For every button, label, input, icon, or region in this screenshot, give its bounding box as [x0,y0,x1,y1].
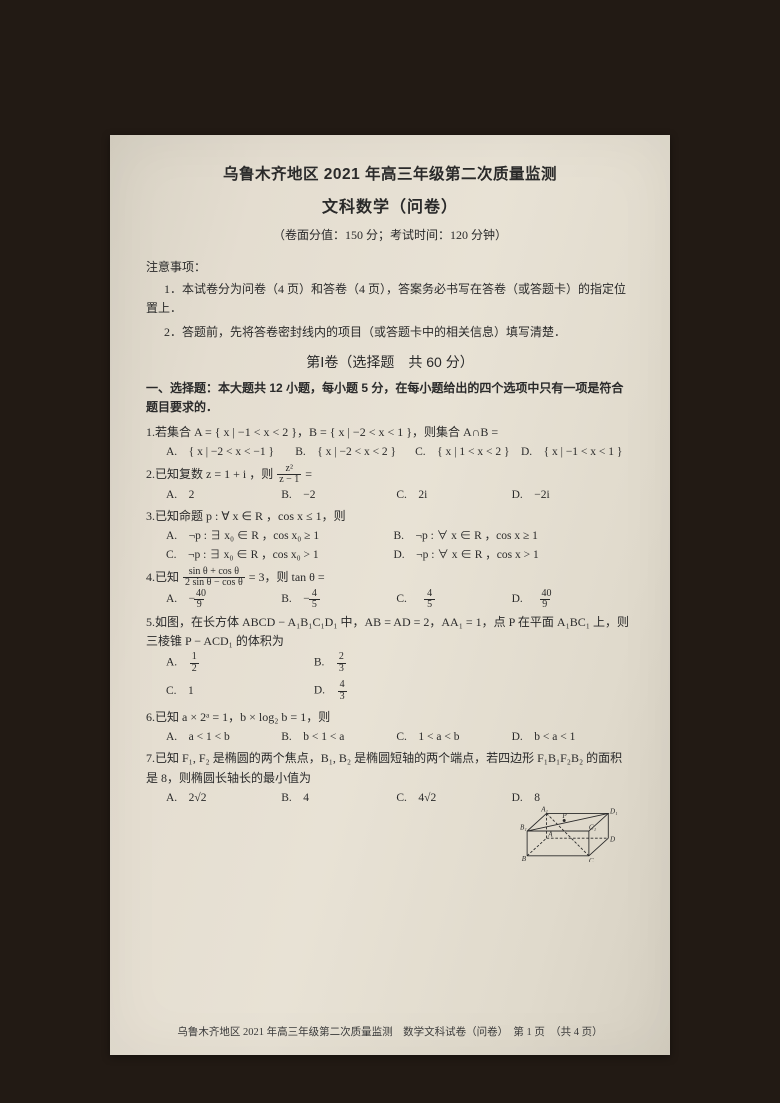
page-footer: 乌鲁木齐地区 2021 年高三年级第二次质量监测 数学文科试卷（问卷） 第 1 … [110,1025,670,1041]
q3-stem: 3.已知命题 p : ∀ x ∈ R ，cos x ≤ 1，则 [146,507,634,527]
q1-A: A. { x | −2 < x < −1 } [166,443,292,462]
q2-frac-den: z − 1 [277,475,301,486]
question-4: 4.已知 sin θ + cos θ2 sin θ − cos θ = 3，则 … [146,567,634,611]
label-B: B [522,855,527,862]
q6-D: D. b < a < 1 [512,728,624,747]
q4-C-den: 5 [424,600,434,611]
q1-B: B. { x | −2 < x < 2 } [295,443,412,462]
q4-stem-pre: 4.已知 [146,569,182,583]
q6-B: B. b < 1 < a [281,728,393,747]
q2-D: D. −2i [512,486,624,505]
q5-B-pre: B. [314,657,336,669]
q2-stem: 2.已知复数 z = 1 + i ，则 z²z − 1 = [146,464,634,486]
exam-info: （卷面分值：150 分；考试时间：120 分钟） [146,226,634,244]
q5-stem: 5.如图，在长方体 ABCD − A₁B₁C₁D₁ 中，AB = AD = 2，… [146,613,634,653]
q5-D-den: 3 [338,692,347,703]
q4-C-frac: 45 [424,589,451,611]
photo-background: 乌鲁木齐地区 2021 年高三年级第二次质量监测 文科数学（问卷） （卷面分值：… [0,0,780,1103]
q2-frac: z²z − 1 [277,464,301,486]
q3-C: C. ¬p : ∃ x₀ ∈ R ，cos x₀ > 1 [166,546,391,565]
q4-D: D. 409 [512,589,624,611]
q7-A: A. 2√2 [166,789,278,808]
question-5: 5.如图，在长方体 ABCD − A₁B₁C₁D₁ 中，AB = AD = 2，… [146,613,634,703]
label-D: D [609,836,615,844]
q4-A-frac: 409 [194,589,221,611]
q6-A: A. a < 1 < b [166,728,278,747]
q5-C: C. 1 [166,682,311,701]
q7-B: B. 4 [281,789,393,808]
q1-C: C. { x | 1 < x < 2 } [415,443,518,462]
main-title: 乌鲁木齐地区 2021 年高三年级第二次质量监测 [146,163,634,186]
q4-B: B. −45 [281,589,393,611]
q4-B-pre: B. − [281,590,308,609]
q4-stem-post: = 3，则 tan θ = [246,569,325,583]
q3-D: D. ¬p : ∀ x ∈ R ，cos x > 1 [394,546,619,565]
q3-options-row2: C. ¬p : ∃ x₀ ∈ R ，cos x₀ > 1 D. ¬p : ∀ x… [146,546,634,565]
label-B1: B₁ [520,823,527,831]
label-D1: D₁ [609,807,618,815]
notice-heading: 注意事项： [146,258,634,276]
section1-title: 第Ⅰ卷（选择题 共 60 分） [146,352,634,373]
label-C1: C₁ [589,823,596,831]
q1-options: A. { x | −2 < x < −1 } B. { x | −2 < x <… [146,443,634,462]
q5-D-frac: 43 [338,680,347,702]
q1-stem: 1.若集合 A = { x | −1 < x < 2 }，B = { x | −… [146,423,634,443]
q2-stem-post: = [302,467,312,481]
section1-desc: 一、选择题：本大题共 12 小题，每小题 5 分，在每小题给出的四个选项中只有一… [146,379,634,417]
q4-options: A. −409 B. −45 C. 45 D. 409 [146,589,634,611]
label-A: A [547,830,553,838]
q4-D-den: 9 [540,600,550,611]
sub-title: 文科数学（问卷） [146,196,634,220]
question-2: 2.已知复数 z = 1 + i ，则 z²z − 1 = A. 2 B. −2… [146,464,634,505]
q6-options: A. a < 1 < b B. b < 1 < a C. 1 < a < b D… [146,728,634,747]
q5-options: A. 12 B. 23 C. 1 D. 43 [146,652,466,702]
q5-B: B. 23 [314,652,459,674]
q1-D: D. { x | −1 < x < 1 } [521,443,633,462]
q3-options-row1: A. ¬p : ∃ x₀ ∈ R ，cos x₀ ≥ 1 B. ¬p : ∀ x… [146,527,634,546]
q2-C: C. 2i [396,486,508,505]
q4-B-den: 5 [309,600,319,611]
notice-2: 2．答题前，先将答卷密封线内的项目（或答题卡中的相关信息）填写清楚． [146,323,634,342]
label-C: C [589,857,594,862]
q2-options: A. 2 B. −2 C. 2i D. −2i [146,486,634,505]
q3-A: A. ¬p : ∃ x₀ ∈ R ，cos x₀ ≥ 1 [166,527,391,546]
q5-B-den: 3 [337,664,346,675]
q4-frac-den: 2 sin θ − cos θ [183,578,245,589]
q2-A: A. 2 [166,486,278,505]
q6-stem: 6.已知 a × 2ᵃ = 1，b × log₂ b = 1，则 [146,708,634,728]
q5-A-frac: 12 [190,652,199,674]
q5-D-pre: D. [314,685,337,697]
q4-D-frac: 409 [540,589,567,611]
question-6: 6.已知 a × 2ᵃ = 1，b × log₂ b = 1，则 A. a < … [146,708,634,747]
q4-C-pre: C. [396,590,423,609]
q3-B: B. ¬p : ∀ x ∈ R ，cos x ≥ 1 [394,527,619,546]
q7-stem: 7.已知 F₁, F₂ 是椭圆的两个焦点，B₁, B₂ 是椭圆短轴的两个端点，若… [146,749,634,789]
q4-B-frac: 45 [309,589,336,611]
q5-A: A. 12 [166,652,311,674]
question-3: 3.已知命题 p : ∀ x ∈ R ，cos x ≤ 1，则 A. ¬p : … [146,507,634,565]
q6-C: C. 1 < a < b [396,728,508,747]
question-1: 1.若集合 A = { x | −1 < x < 2 }，B = { x | −… [146,423,634,462]
q5-A-den: 2 [190,664,199,675]
q4-stem: 4.已知 sin θ + cos θ2 sin θ − cos θ = 3，则 … [146,567,634,589]
q4-A-den: 9 [194,600,204,611]
q4-D-pre: D. [512,590,539,609]
notice-1: 1．本试卷分为问卷（4 页）和答卷（4 页），答案务必书写在答卷（或答题卡）的指… [146,280,634,318]
q4-A-pre: A. − [166,590,193,609]
q5-B-frac: 23 [337,652,346,674]
label-A1: A₁ [540,806,548,814]
q5-A-pre: A. [166,657,189,669]
q5-D: D. 43 [314,680,459,702]
exam-paper: 乌鲁木齐地区 2021 年高三年级第二次质量监测 文科数学（问卷） （卷面分值：… [110,135,670,1055]
q7-C: C. 4√2 [396,789,508,808]
label-P: P [561,812,567,820]
q2-B: B. −2 [281,486,393,505]
cuboid-figure: B C D A B₁ C₁ D₁ A₁ P [518,787,628,862]
q4-A: A. −409 [166,589,278,611]
q4-C: C. 45 [396,589,508,611]
q2-stem-pre: 2.已知复数 z = 1 + i ，则 [146,467,276,481]
q4-frac: sin θ + cos θ2 sin θ − cos θ [183,567,245,589]
